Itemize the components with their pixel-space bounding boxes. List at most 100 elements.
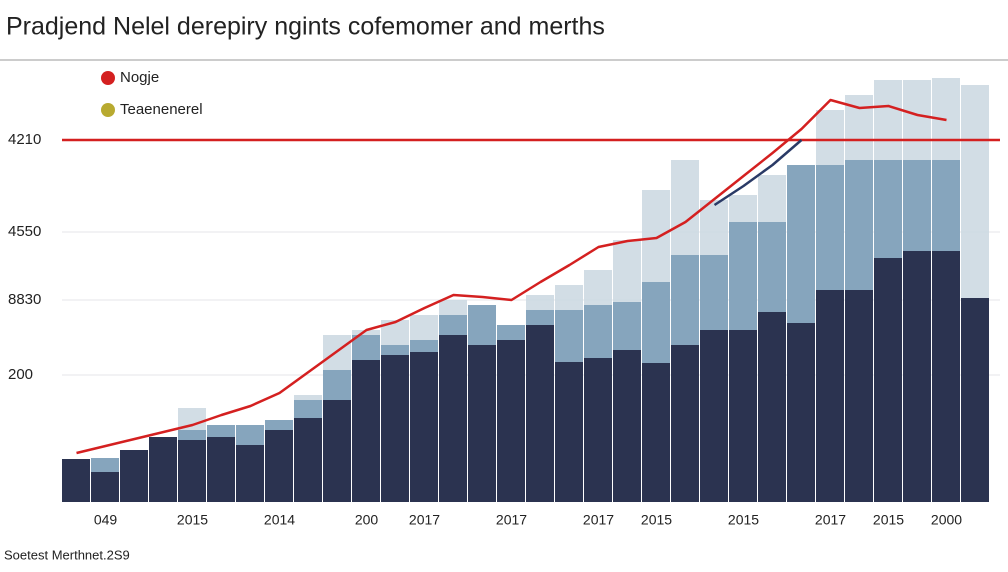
bar-segment	[352, 335, 380, 360]
bar-segment	[642, 190, 670, 282]
bar-segment	[323, 400, 351, 502]
y-tick-label: 200	[8, 366, 33, 383]
y-tick-label: 4210	[8, 131, 41, 148]
bar-segment	[584, 270, 612, 305]
bar-segment	[729, 330, 757, 502]
x-tick-label: 2015	[728, 512, 759, 528]
bar-segment	[932, 251, 960, 502]
bar-segment	[729, 195, 757, 222]
bar-segment	[410, 352, 438, 502]
bar-segment	[236, 425, 264, 445]
legend-label: Nogje	[120, 69, 159, 86]
bar-segment	[845, 290, 873, 502]
bar-segment	[439, 315, 467, 335]
bar-segment	[91, 458, 119, 472]
bar-segment	[642, 363, 670, 502]
bar-segment	[932, 160, 960, 251]
legend-label: Teaenenerel	[120, 101, 203, 118]
x-tick-label: 2017	[583, 512, 614, 528]
bar-segment	[903, 251, 931, 502]
bar-segment	[468, 345, 496, 502]
bar-segment	[178, 408, 206, 430]
bar-segment	[352, 330, 380, 335]
bar-segment	[62, 459, 90, 502]
bar-segment	[323, 370, 351, 400]
bar-segment	[265, 430, 293, 502]
bar-segment	[526, 325, 554, 502]
x-tick-label: 2017	[496, 512, 527, 528]
bar-segment	[91, 472, 119, 502]
bar-segment	[120, 450, 148, 502]
bar-segment	[178, 440, 206, 502]
bar-segment	[265, 420, 293, 430]
x-tick-label: 2015	[641, 512, 672, 528]
bar-segment	[294, 418, 322, 502]
bar-segment	[613, 302, 641, 350]
bar-segment	[845, 160, 873, 290]
bar-segment	[584, 358, 612, 502]
bar-segment	[149, 437, 177, 502]
bar-segment	[410, 340, 438, 352]
bar-segment	[439, 335, 467, 502]
bar-segment	[729, 222, 757, 330]
bar-segment	[758, 222, 786, 312]
y-tick-label: 4550	[8, 223, 41, 240]
bar-segment	[758, 312, 786, 502]
bar-segment	[526, 310, 554, 325]
bar-segment	[671, 345, 699, 502]
bar-segment	[758, 175, 786, 222]
x-tick-label: 2015	[177, 512, 208, 528]
x-tick-label: 200	[355, 512, 379, 528]
x-tick-label: 049	[94, 512, 118, 528]
bar-segment	[555, 310, 583, 362]
bar-segment	[497, 340, 525, 502]
bar-segment	[961, 298, 989, 502]
bar-segment	[439, 300, 467, 315]
bar-segment	[816, 290, 844, 502]
footer: Soetest Merthnet.2S9	[4, 547, 130, 562]
bar-segment	[787, 323, 815, 502]
bar-segment	[816, 165, 844, 290]
bar-segment	[903, 160, 931, 251]
bar-segment	[700, 255, 728, 330]
bar-segment	[961, 85, 989, 298]
y-tick-label: 8830	[8, 291, 41, 308]
bar-segment	[555, 285, 583, 310]
bar-segment	[207, 425, 235, 437]
series-line	[713, 139, 803, 207]
bar-segment	[671, 255, 699, 345]
bar-segment	[816, 110, 844, 165]
bar-segment	[613, 350, 641, 502]
bar-segment	[903, 80, 931, 160]
bar-segment	[236, 445, 264, 502]
bar-segment	[178, 430, 206, 440]
bar-segment	[381, 345, 409, 355]
chart-title: Pradjend Nelel derepiry ngints cofemomer…	[6, 13, 605, 41]
x-tick-label: 2017	[409, 512, 440, 528]
bar-segment	[468, 305, 496, 345]
bar-segment	[671, 160, 699, 255]
bar-segment	[352, 360, 380, 502]
bar-segment	[555, 362, 583, 502]
bar-segment	[874, 258, 902, 502]
x-tick-label: 2014	[264, 512, 295, 528]
bar-segment	[874, 160, 902, 258]
bar-segment	[294, 395, 322, 400]
bar-segment	[584, 305, 612, 358]
bar-segment	[787, 165, 815, 323]
bar-segment	[613, 240, 641, 302]
bar-segment	[294, 400, 322, 418]
bar-segment	[526, 295, 554, 310]
legend-marker	[101, 103, 115, 117]
bar-segment	[700, 330, 728, 502]
bar-segment	[497, 325, 525, 340]
x-tick-label: 2015	[873, 512, 904, 528]
bar-segment	[642, 282, 670, 363]
bar-segment	[207, 437, 235, 502]
bar-segment	[700, 200, 728, 255]
bar-segment	[874, 80, 902, 160]
x-tick-label: 2000	[931, 512, 962, 528]
series-line	[76, 98, 947, 455]
bar-segment	[381, 355, 409, 502]
